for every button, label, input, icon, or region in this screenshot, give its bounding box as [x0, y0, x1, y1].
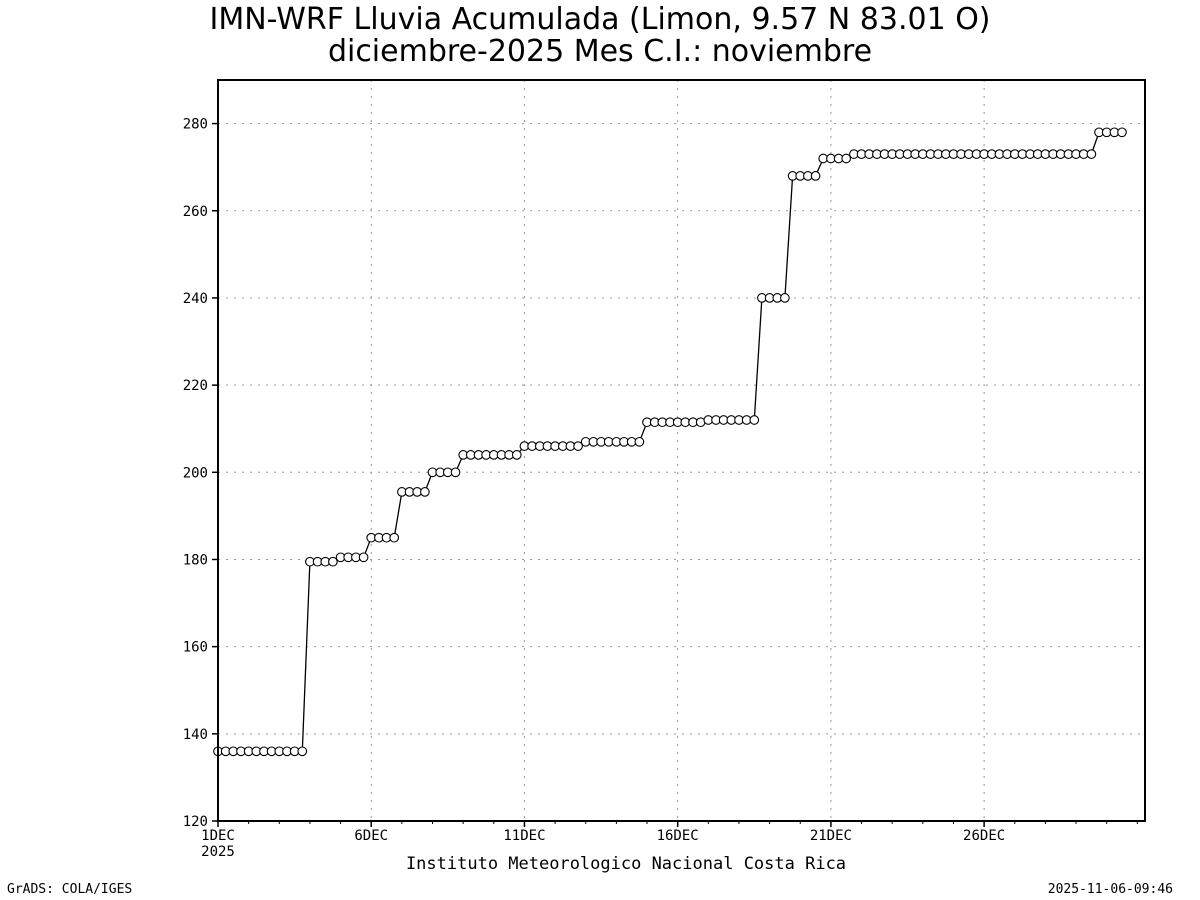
data-point	[634, 436, 645, 447]
y-tick-label: 180	[183, 552, 208, 568]
x-tick-sublabel: 2025	[201, 844, 235, 860]
x-tick-label: 1DEC	[201, 828, 235, 844]
data-point	[573, 441, 583, 451]
series-accumulated-rain	[213, 127, 1127, 757]
x-tick-label: 11DEC	[503, 828, 545, 844]
y-tick-label: 280	[183, 117, 208, 133]
data-point	[1117, 127, 1127, 138]
y-tick-label: 240	[183, 291, 208, 307]
footer-grads: GrADS: COLA/IGES	[7, 882, 133, 897]
chart-title: IMN-WRF Lluvia Acumulada (Limon, 9.57 N …	[209, 2, 991, 37]
x-tick-label: 6DEC	[354, 828, 388, 844]
data-point	[389, 532, 400, 543]
y-tick-label: 140	[183, 727, 208, 743]
data-point	[841, 153, 852, 164]
data-point	[810, 171, 821, 181]
data-point	[297, 746, 308, 757]
data-point	[358, 552, 369, 563]
y-tick-label: 160	[183, 640, 208, 656]
y-tick-label: 260	[183, 204, 208, 220]
data-point	[511, 450, 522, 460]
series-line	[218, 131, 1122, 752]
y-tick-label: 220	[183, 378, 208, 394]
footer-timestamp: 2025-11-06-09:46	[1047, 882, 1173, 897]
x-tick-label: 26DEC	[963, 828, 1005, 844]
data-point	[420, 487, 430, 497]
chart-subtitle: diciembre-2025 Mes C.I.: noviembre	[327, 34, 873, 69]
x-axis-label: Instituto Meteorologico Nacional Costa R…	[406, 854, 846, 874]
x-tick-label: 16DEC	[657, 828, 699, 844]
data-point	[328, 556, 338, 567]
x-tick-label: 21DEC	[810, 828, 852, 844]
grid-lines	[218, 80, 1145, 821]
y-tick-label: 200	[183, 465, 208, 481]
data-point	[450, 467, 461, 478]
data-point	[780, 293, 790, 303]
y-tick-label: 120	[183, 814, 208, 830]
data-point	[749, 415, 760, 425]
plot-frame	[217, 79, 1146, 822]
data-point	[1086, 149, 1097, 159]
